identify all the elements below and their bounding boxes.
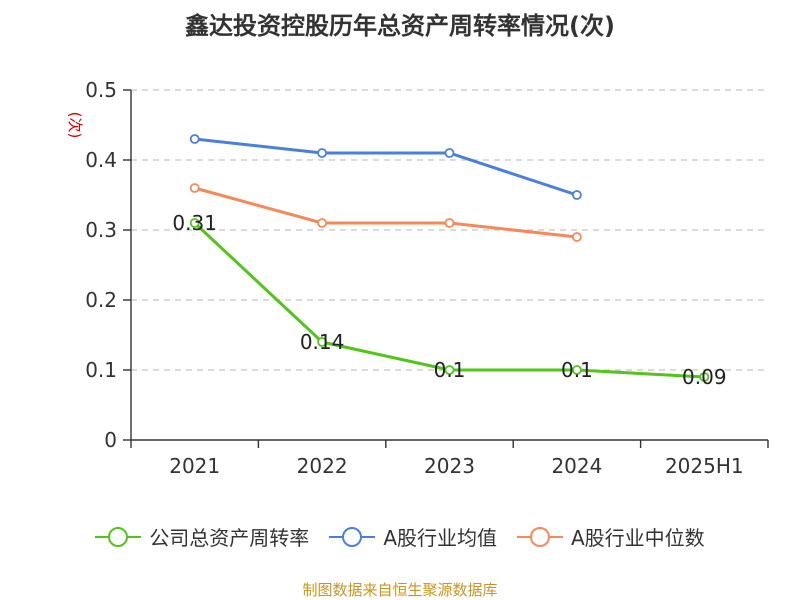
series-line-2 bbox=[194, 186, 578, 239]
y-axis-label: (次) bbox=[66, 112, 84, 139]
data-point bbox=[317, 218, 328, 228]
grid-layer bbox=[131, 89, 768, 371]
x-tick-label: 2025H1 bbox=[665, 454, 744, 478]
data-point bbox=[572, 365, 582, 375]
legend-marker-icon bbox=[95, 525, 142, 549]
data-labels-layer: 0.31 0.14 0.1 0.1 0.09 bbox=[172, 211, 726, 389]
data-label: 0.31 bbox=[172, 211, 217, 235]
legend: 公司总资产周转率 A股行业均值 A股行业中位数 bbox=[0, 522, 800, 551]
series-layer bbox=[189, 134, 710, 382]
legend-label: A股行业均值 bbox=[383, 526, 497, 550]
data-point bbox=[572, 190, 582, 200]
y-tick-label: 0.4 bbox=[85, 148, 117, 172]
x-tick-label: 2022 bbox=[297, 454, 348, 478]
legend-marker-icon bbox=[329, 525, 376, 549]
data-label: 0.1 bbox=[561, 358, 593, 382]
legend-label: 公司总资产周转率 bbox=[149, 526, 310, 550]
data-point bbox=[444, 218, 455, 228]
chart-title: 鑫达投资控股历年总资产周转率情况(次) bbox=[185, 12, 615, 40]
data-point bbox=[317, 148, 328, 158]
legend-item-industry-mean[interactable]: A股行业均值 bbox=[329, 522, 497, 551]
legend-item-company[interactable]: 公司总资产周转率 bbox=[95, 522, 309, 551]
data-label: 0.09 bbox=[682, 365, 727, 389]
legend-item-industry-median[interactable]: A股行业中位数 bbox=[517, 522, 705, 551]
data-label: 0.1 bbox=[434, 358, 466, 382]
data-label: 0.14 bbox=[300, 330, 345, 354]
data-point bbox=[189, 134, 200, 144]
data-point bbox=[444, 365, 455, 375]
legend-label: A股行业中位数 bbox=[571, 526, 705, 550]
data-point bbox=[572, 232, 582, 242]
legend-marker-icon bbox=[517, 525, 563, 549]
data-point bbox=[317, 337, 328, 347]
data-point bbox=[699, 372, 710, 382]
source-note: 制图数据来自恒生聚源数据库 bbox=[302, 581, 498, 599]
data-point bbox=[189, 183, 200, 193]
y-tick-label: 0.3 bbox=[85, 218, 117, 242]
y-tick-label: 0.1 bbox=[85, 358, 117, 382]
axes-layer: 0 0.1 0.2 0.3 0.4 0.5(次) 2021 2022 2023 2024 2025H… bbox=[66, 78, 769, 478]
y-tick-label: 0.2 bbox=[85, 288, 117, 312]
x-tick-label: 2021 bbox=[169, 454, 220, 478]
data-point bbox=[444, 148, 455, 158]
x-tick-label: 2023 bbox=[424, 454, 475, 478]
y-tick-label: 0.5 bbox=[85, 78, 117, 102]
y-tick-label: 0 bbox=[104, 428, 117, 452]
x-tick-label: 2024 bbox=[551, 454, 602, 478]
series-line-1 bbox=[194, 137, 578, 197]
data-point bbox=[189, 218, 200, 228]
